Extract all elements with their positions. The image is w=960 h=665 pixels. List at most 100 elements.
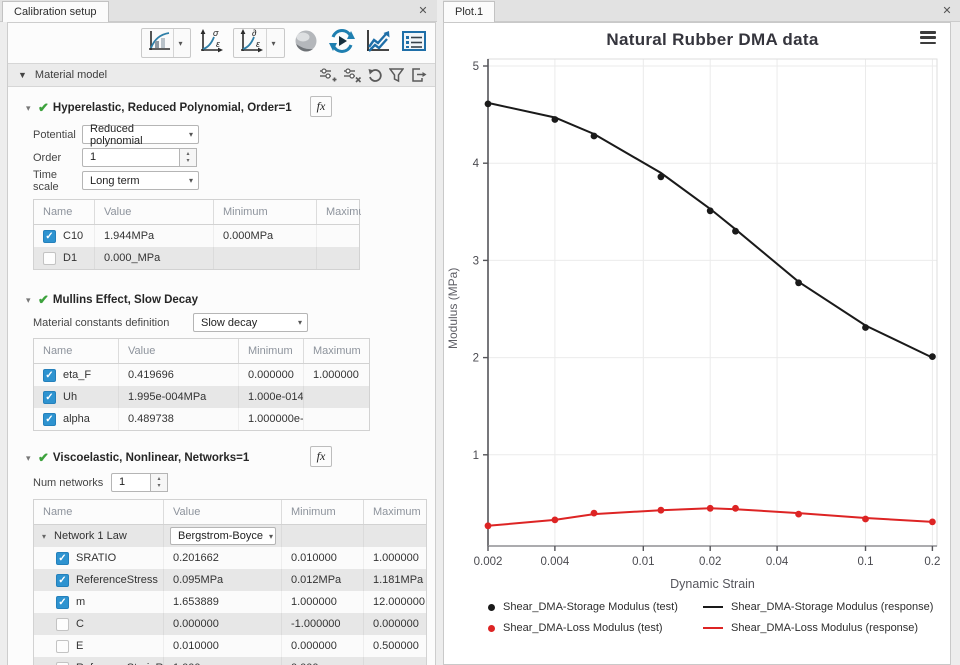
- param-value[interactable]: 1.995e-004MPa: [118, 386, 238, 408]
- order-stepper[interactable]: 1 ▴ ▾: [82, 148, 197, 167]
- row-checkbox[interactable]: [43, 390, 56, 404]
- param-value[interactable]: 1.944MPa: [94, 225, 213, 247]
- mullins-definition-row: Material constants definition Slow decay…: [33, 313, 435, 332]
- param-max[interactable]: 0.500000: [363, 635, 428, 657]
- param-max[interactable]: 1.000000: [303, 364, 371, 386]
- potential-label: Potential: [33, 128, 76, 141]
- row-checkbox[interactable]: [56, 595, 69, 609]
- close-plot-panel-icon[interactable]: ✕: [942, 5, 952, 17]
- param-value[interactable]: 0.000_MPa: [94, 247, 213, 269]
- param-max[interactable]: [303, 408, 371, 430]
- potential-dropdown[interactable]: Reduced polynomial ▾: [82, 123, 199, 147]
- row-checkbox[interactable]: [56, 639, 69, 653]
- param-value[interactable]: 0.489738: [118, 408, 238, 430]
- param-max[interactable]: 12.000000: [363, 591, 428, 613]
- param-min[interactable]: -1.000000: [281, 613, 363, 635]
- timescale-dropdown[interactable]: Long term ▾: [82, 171, 199, 190]
- num-networks-spin-arrows[interactable]: ▴ ▾: [151, 473, 168, 492]
- material-model-collapse-icon[interactable]: ▼: [18, 70, 27, 80]
- material-sphere-button[interactable]: [291, 28, 321, 58]
- calibration-plot-button[interactable]: ▾: [141, 28, 191, 58]
- param-min[interactable]: 0.000MPa: [213, 225, 316, 247]
- derivative-stress-strain-button[interactable]: ∂ ε ▾: [233, 28, 285, 58]
- param-value[interactable]: 1.653889: [163, 591, 281, 613]
- material-model-actions: [319, 67, 427, 83]
- param-max[interactable]: [316, 247, 361, 269]
- param-value[interactable]: 0.010000: [163, 635, 281, 657]
- plot-menu-icon[interactable]: [920, 31, 936, 44]
- tab-calibration-setup[interactable]: Calibration setup: [2, 1, 109, 22]
- export-icon[interactable]: [410, 67, 427, 83]
- param-min[interactable]: 0.010000: [281, 547, 363, 569]
- calibration-toolbar: ▾ σ ε: [8, 23, 435, 61]
- svg-text:0.01: 0.01: [632, 556, 654, 568]
- calibration-plot-caret-icon[interactable]: ▾: [178, 38, 183, 48]
- results-chart-button[interactable]: [363, 28, 393, 58]
- param-max[interactable]: 1.181MPa: [363, 569, 428, 591]
- timescale-dropdown-caret-icon: ▾: [188, 176, 193, 185]
- param-min[interactable]: 0.000_s: [281, 657, 363, 665]
- param-max[interactable]: [363, 657, 428, 665]
- row-checkbox[interactable]: [56, 551, 69, 565]
- param-name: m: [76, 596, 86, 608]
- undo-icon[interactable]: [367, 67, 383, 83]
- col-value: Value: [163, 500, 281, 524]
- param-max[interactable]: 0.000000: [363, 613, 428, 635]
- param-value[interactable]: 0.000000: [163, 613, 281, 635]
- param-min[interactable]: [213, 247, 316, 269]
- table-row: m 1.653889 1.000000 12.000000: [34, 591, 426, 613]
- stress-strain-button[interactable]: σ ε: [197, 28, 227, 58]
- remove-parameters-icon[interactable]: [343, 67, 361, 83]
- hyperelastic-fx-button[interactable]: fx: [310, 96, 332, 117]
- num-networks-value[interactable]: 1: [111, 473, 151, 492]
- param-value[interactable]: 0.419696: [118, 364, 238, 386]
- order-value[interactable]: 1: [82, 148, 180, 167]
- param-min[interactable]: 0.000000: [238, 364, 303, 386]
- row-checkbox[interactable]: [56, 617, 69, 631]
- param-max[interactable]: [316, 225, 361, 247]
- svg-text:0.04: 0.04: [766, 556, 789, 568]
- chart-canvas[interactable]: 0.002 0.004 0.01 0.02 0.04 0.1 0.2 1 2 3 4 5: [444, 23, 951, 665]
- row-checkbox[interactable]: [43, 229, 56, 243]
- row-checkbox[interactable]: [56, 661, 69, 665]
- material-sphere-icon: [292, 28, 320, 59]
- network-law-dropdown[interactable]: Bergstrom-Boyce ▾: [170, 527, 276, 545]
- data-summary-button[interactable]: [399, 28, 429, 58]
- definition-dropdown[interactable]: Slow decay ▾: [193, 313, 308, 332]
- viscoelastic-collapse-icon[interactable]: ▾: [26, 452, 31, 463]
- viscoelastic-fx-button[interactable]: fx: [310, 446, 332, 467]
- col-minimum: Minimum: [238, 339, 303, 363]
- legend-label: Shear_DMA-Storage Modulus (response): [731, 601, 934, 613]
- param-min[interactable]: 0.012MPa: [281, 569, 363, 591]
- run-calibration-button[interactable]: [327, 28, 357, 58]
- row-checkbox[interactable]: [43, 251, 56, 265]
- svg-text:5: 5: [473, 61, 479, 73]
- param-max[interactable]: [303, 386, 371, 408]
- param-value[interactable]: 0.095MPa: [163, 569, 281, 591]
- network-law-collapse-icon[interactable]: ▾: [42, 531, 47, 541]
- param-min[interactable]: 1.000000: [281, 591, 363, 613]
- legend-item: Shear_DMA-Loss Modulus (test): [488, 622, 703, 634]
- param-min[interactable]: 1.000000e-009: [238, 408, 303, 430]
- row-checkbox[interactable]: [56, 573, 69, 587]
- close-calibration-panel-icon[interactable]: ✕: [418, 5, 428, 17]
- hyperelastic-collapse-icon[interactable]: ▾: [26, 102, 31, 113]
- param-name: Uh: [63, 391, 78, 403]
- param-value[interactable]: 0.201662: [163, 547, 281, 569]
- derivative-stress-strain-caret-icon[interactable]: ▾: [271, 38, 276, 48]
- derivative-stress-strain-icon: ∂ ε: [238, 28, 266, 59]
- param-min[interactable]: 0.000000: [281, 635, 363, 657]
- col-name: Name: [43, 206, 73, 218]
- param-min[interactable]: 1.000e-014MPa: [238, 386, 303, 408]
- row-checkbox[interactable]: [43, 368, 56, 382]
- mullins-collapse-icon[interactable]: ▾: [26, 294, 31, 305]
- add-parameters-icon[interactable]: [319, 67, 337, 83]
- row-checkbox[interactable]: [43, 412, 56, 426]
- order-spin-arrows[interactable]: ▴ ▾: [180, 148, 197, 167]
- table-row: E 0.010000 0.000000 0.500000: [34, 635, 426, 657]
- param-max[interactable]: 1.000000: [363, 547, 428, 569]
- num-networks-stepper[interactable]: 1 ▴ ▾: [111, 473, 168, 492]
- filter-icon[interactable]: [389, 67, 404, 83]
- param-value[interactable]: 1.000_s: [163, 657, 281, 665]
- tab-plot-1[interactable]: Plot.1: [443, 1, 496, 22]
